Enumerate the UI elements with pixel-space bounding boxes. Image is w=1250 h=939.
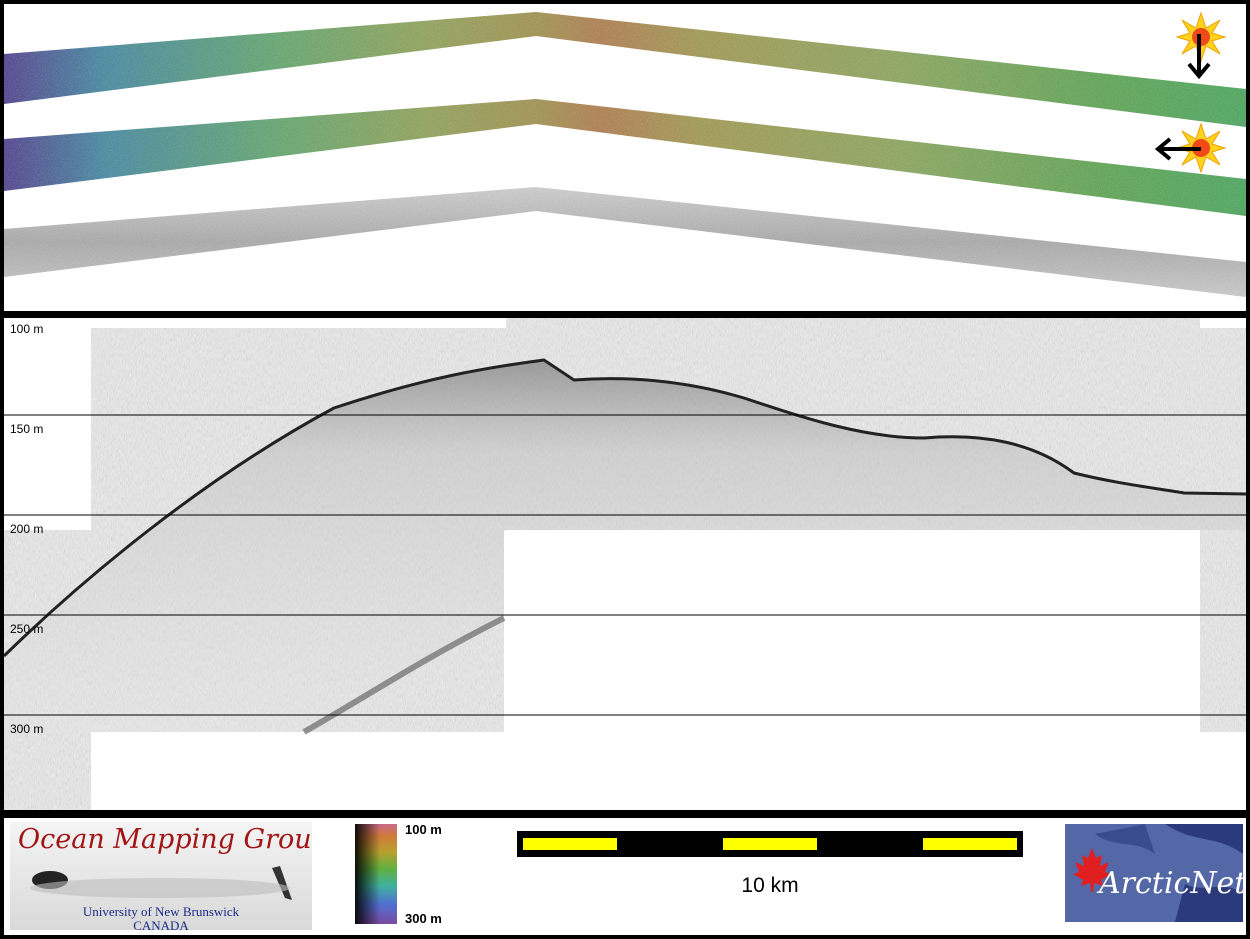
swath-strips: [4, 11, 1246, 297]
scale-label: 10 km: [741, 874, 799, 897]
depth-label-300: 300 m: [10, 722, 44, 736]
swath-panel: [4, 4, 1246, 311]
arrow-down-icon: [1187, 34, 1211, 80]
arcticnet-logo: ArcticNet: [1065, 824, 1243, 922]
bathymetry-strip-1: [4, 12, 1246, 127]
subbottom-profile-panel: 100 m 150 m 200 m 250 m 300 m: [4, 318, 1246, 810]
backscatter-strip: [4, 187, 1246, 297]
scale-segment: [523, 838, 617, 850]
depth-colorbar: [355, 824, 397, 924]
maple-leaf-icon: [1073, 848, 1111, 892]
depth-label-250: 250 m: [10, 622, 44, 636]
arcticnet-map-graphic: [1095, 824, 1243, 922]
depth-label-200: 200 m: [10, 522, 44, 536]
omg-logo-university: University of New Brunswick: [82, 904, 240, 919]
subseabed-shading: [4, 360, 1246, 732]
arcticnet-logo-text: ArcticNet: [1099, 866, 1243, 901]
seabed-reflector: [4, 358, 1246, 658]
scale-segment: [923, 838, 1017, 850]
arrow-left-icon: [1154, 137, 1201, 161]
subbottom-profile: [4, 318, 1246, 810]
ocean-mapping-group-logo: Ocean Mapping Group University of New Br…: [10, 822, 312, 930]
scale-segment: [723, 838, 817, 850]
depth-gridlines: [4, 414, 1246, 716]
depth-label-100: 100 m: [10, 322, 44, 336]
colorbar-top-label: 100 m: [405, 822, 442, 837]
secondary-reflector: [302, 615, 506, 735]
bathymetry-strip-2: [4, 99, 1246, 216]
colorbar-bottom-label: 300 m: [405, 911, 442, 926]
omg-logo-country: CANADA: [133, 918, 189, 930]
scale-bar: [517, 831, 1023, 857]
omg-logo-graphic: [30, 866, 292, 900]
legend-panel: Ocean Mapping Group University of New Br…: [4, 818, 1246, 935]
omg-logo-title: Ocean Mapping Group: [18, 824, 312, 855]
depth-label-150: 150 m: [10, 422, 44, 436]
